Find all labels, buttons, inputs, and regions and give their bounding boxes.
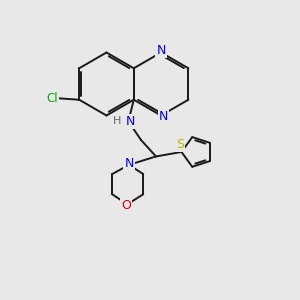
Text: N: N <box>156 44 166 57</box>
Text: N: N <box>124 157 134 170</box>
Text: S: S <box>176 138 184 151</box>
Text: Cl: Cl <box>46 92 58 105</box>
Text: N: N <box>159 110 168 123</box>
Text: N: N <box>126 116 136 128</box>
Text: O: O <box>121 199 131 212</box>
Text: H: H <box>113 116 121 126</box>
